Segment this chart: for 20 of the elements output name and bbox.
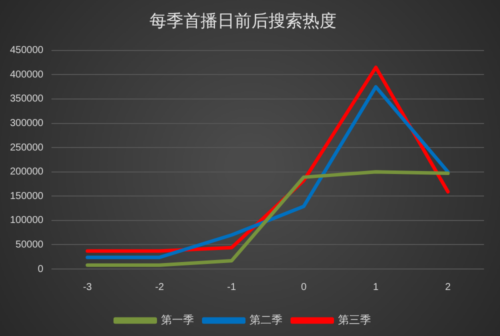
x-tick-label: -2 (155, 282, 164, 293)
x-tick-label: 0 (300, 282, 307, 293)
y-tick-label: 450000 (10, 45, 44, 56)
x-tick-label: -1 (227, 282, 237, 293)
y-tick-label: 200000 (10, 166, 44, 178)
y-tick-label: 0 (38, 264, 44, 275)
y-tick-label: 100000 (10, 215, 44, 226)
legend-label: 第一季 (160, 313, 194, 326)
x-tick-label: 1 (373, 282, 380, 293)
x-tick-label: -3 (82, 282, 92, 293)
y-tick-label: 250000 (10, 142, 44, 154)
y-tick-label: 350000 (10, 94, 44, 105)
y-tick-label: 300000 (10, 118, 44, 130)
chart-title: 每季首播日前后搜索热度 (150, 12, 336, 32)
y-tick-label: 150000 (10, 190, 44, 202)
x-tick-label: 2 (445, 282, 452, 293)
y-tick-label: 400000 (10, 69, 44, 80)
y-tick-label: 50000 (16, 239, 44, 250)
legend-label: 第二季 (249, 313, 282, 326)
legend-label: 第三季 (338, 313, 371, 326)
